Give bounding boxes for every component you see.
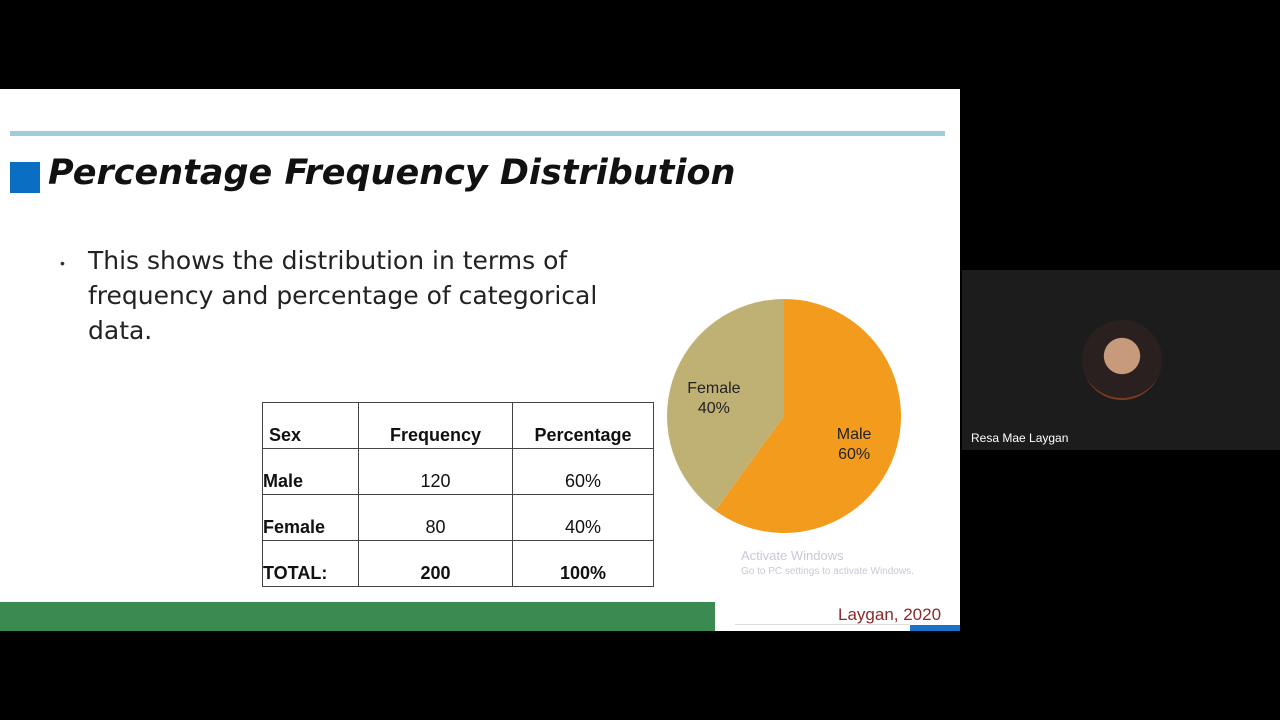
- participant-name: Resa Mae Laygan: [971, 431, 1069, 445]
- cell: 100%: [512, 540, 654, 587]
- watermark-subtitle: Go to PC settings to activate Windows.: [741, 566, 914, 577]
- bullet-dot: •: [60, 255, 65, 271]
- cell: Female: [262, 494, 359, 541]
- slide: Percentage Frequency Distribution • This…: [0, 89, 960, 631]
- footer-bar: [0, 602, 715, 631]
- cell: 40%: [512, 494, 654, 541]
- cell: 200: [358, 540, 513, 587]
- slice-label: 60%: [838, 446, 870, 463]
- slice-label: 40%: [698, 400, 730, 417]
- title-marker: [10, 162, 40, 193]
- header-cell: Frequency: [358, 402, 513, 449]
- slide-title: Percentage Frequency Distribution: [48, 153, 736, 193]
- participant-tile[interactable]: Resa Mae Laygan: [962, 270, 1280, 450]
- cell: 80: [358, 494, 513, 541]
- pie-slice: [667, 299, 784, 511]
- cell: Male: [262, 448, 359, 495]
- header-cell: Percentage: [512, 402, 654, 449]
- slice-category: Male: [837, 426, 872, 443]
- bullet-text: This shows the distribution in terms of …: [88, 246, 598, 345]
- cell: 60%: [512, 448, 654, 495]
- footer-accent: [910, 625, 960, 631]
- cell: 120: [358, 448, 513, 495]
- watermark-title: Activate Windows: [741, 548, 844, 563]
- slice-category: Female: [687, 380, 740, 397]
- pie-chart: Male 60% Female 40%: [667, 299, 901, 533]
- pie-slice: [715, 299, 901, 533]
- rule: [10, 131, 945, 136]
- credit: Laygan, 2020: [838, 605, 942, 624]
- frequency-table: Sex Frequency Percentage Male 120 60% Female…: [262, 402, 654, 587]
- footer-line: [735, 624, 910, 625]
- avatar: [1082, 320, 1162, 400]
